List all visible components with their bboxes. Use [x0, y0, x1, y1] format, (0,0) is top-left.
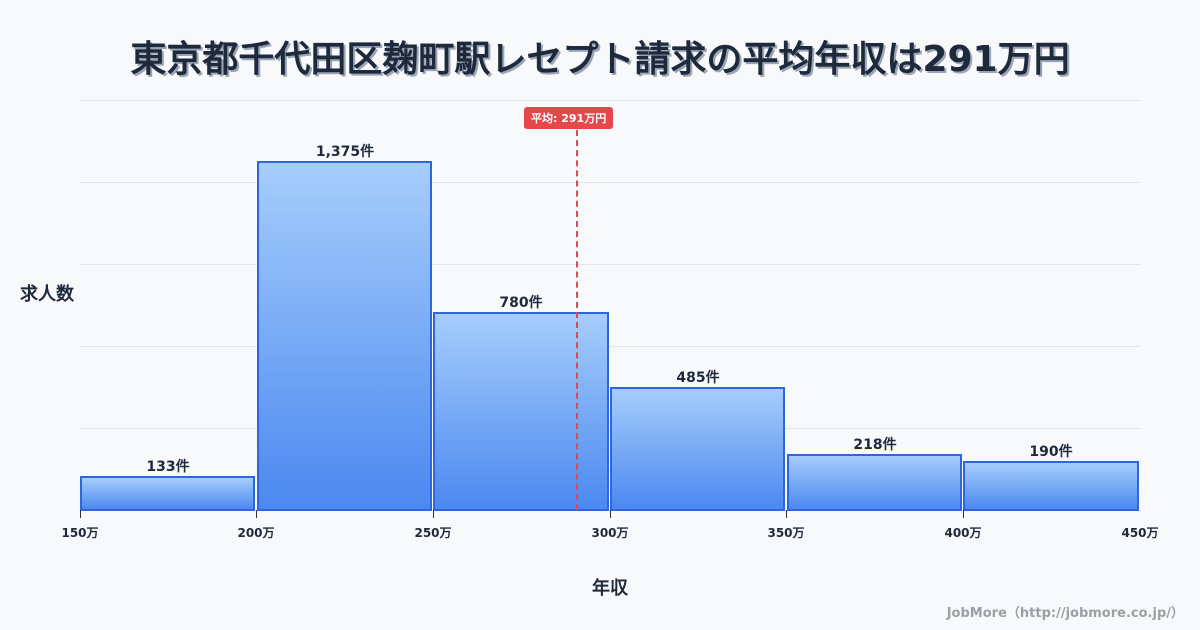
gridline: [80, 182, 1141, 183]
histogram-bar: [610, 387, 785, 511]
average-line: [576, 130, 578, 510]
histogram-bar: [80, 476, 255, 511]
histogram-bar: [787, 454, 962, 511]
bar-value-label: 218件: [853, 437, 897, 453]
bar-value-label: 780件: [499, 295, 543, 311]
bar-value-label: 485件: [676, 370, 720, 386]
x-tick: [80, 510, 81, 518]
bar-value-label: 190件: [1029, 444, 1073, 460]
histogram-bar: [963, 461, 1139, 511]
x-tick: [786, 510, 787, 518]
x-tick-label: 200万: [237, 526, 275, 540]
chart-title: 東京都千代田区麹町駅レセプト請求の平均年収は291万円: [130, 39, 1070, 80]
y-axis-label: 求人数: [20, 284, 74, 305]
x-tick: [963, 510, 964, 518]
x-tick: [610, 510, 611, 518]
bar-value-label: 1,375件: [315, 144, 375, 160]
x-axis-label: 年収: [592, 578, 628, 599]
x-tick-label: 250万: [414, 526, 452, 540]
x-tick-label: 150万: [61, 526, 99, 540]
gridline: [80, 346, 1141, 347]
x-tick-label: 300万: [591, 526, 629, 540]
x-tick-label: 450万: [1121, 526, 1159, 540]
x-tick: [433, 510, 434, 518]
x-tick-label: 400万: [944, 526, 982, 540]
gridline: [80, 100, 1141, 101]
x-tick: [256, 510, 257, 518]
source-credit: JobMore（http://jobmore.co.jp/）: [946, 606, 1184, 621]
x-tick-label: 350万: [767, 526, 805, 540]
histogram-bar: [257, 161, 432, 511]
gridline: [80, 264, 1141, 265]
bar-value-label: 133件: [146, 459, 190, 475]
average-badge: 平均: 291万円: [524, 107, 614, 129]
histogram-bar: [433, 312, 609, 511]
